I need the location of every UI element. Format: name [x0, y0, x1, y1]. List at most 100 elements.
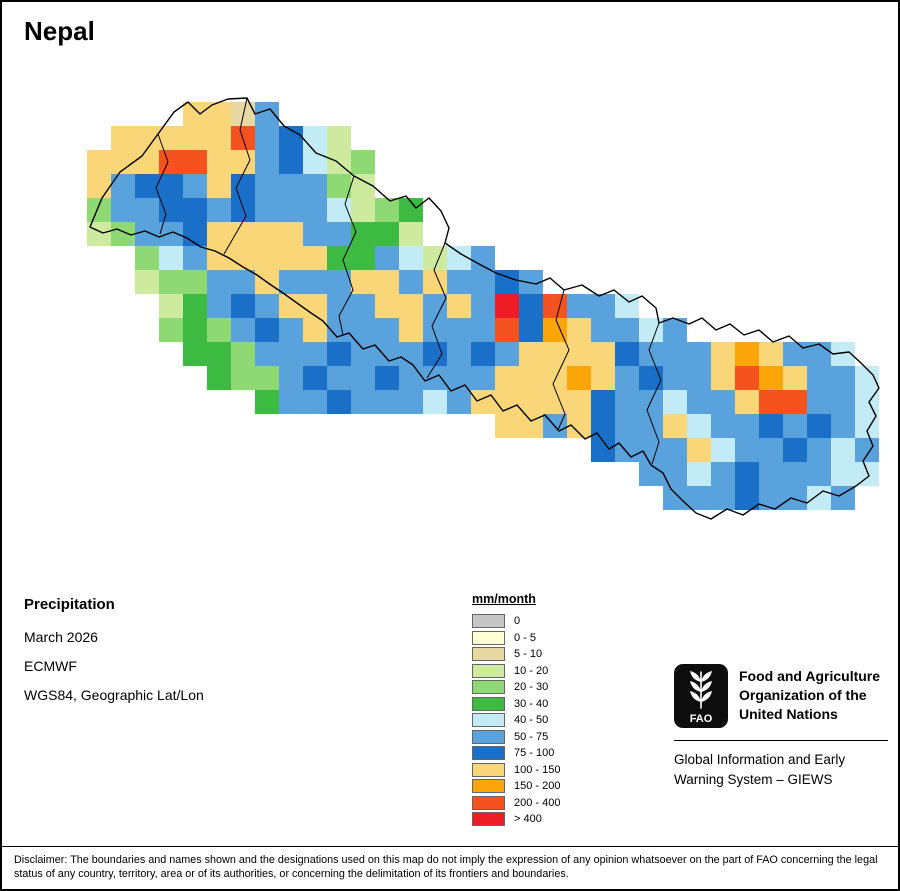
grid-cell — [231, 246, 255, 270]
grid-cell — [399, 342, 423, 366]
grid-cell — [423, 294, 447, 318]
projection: WGS84, Geographic Lat/Lon — [24, 687, 204, 703]
grid-cell — [567, 390, 591, 414]
grid-cell — [279, 366, 303, 390]
org-name-line: Food and Agriculture — [739, 668, 881, 684]
grid-cell — [471, 390, 495, 414]
grid-cell — [615, 366, 639, 390]
grid-cell — [375, 294, 399, 318]
grid-cell — [735, 414, 759, 438]
legend-swatch — [472, 762, 505, 777]
grid-cell — [303, 390, 327, 414]
legend-swatch — [472, 729, 505, 744]
grid-cell — [831, 462, 855, 486]
fao-logo: FAO — [674, 664, 728, 728]
grid-cell — [567, 294, 591, 318]
grid-cell — [375, 198, 399, 222]
legend-swatch — [472, 630, 505, 645]
grid-cell — [615, 342, 639, 366]
grid-cell — [303, 174, 327, 198]
grid-cell — [543, 318, 567, 342]
grid-cell — [255, 174, 279, 198]
grid-cell — [183, 294, 207, 318]
grid-cell — [543, 294, 567, 318]
grid-cell — [207, 174, 231, 198]
grid-cell — [231, 366, 255, 390]
grid-cell — [735, 390, 759, 414]
grid-cell — [255, 102, 279, 126]
legend-item: 100 - 150 — [472, 762, 560, 777]
grid-cell — [759, 462, 783, 486]
grid-cell — [279, 294, 303, 318]
grid-cell — [711, 366, 735, 390]
grid-cell — [495, 342, 519, 366]
legend-item: 20 - 30 — [472, 680, 560, 694]
grid-cell — [495, 414, 519, 438]
grid-cell — [687, 342, 711, 366]
grid-cell — [159, 246, 183, 270]
grid-cell — [735, 342, 759, 366]
grid-cell — [615, 414, 639, 438]
grid-cell — [783, 342, 807, 366]
grid-cell — [303, 366, 327, 390]
grid-cell — [231, 342, 255, 366]
grid-cell — [351, 366, 375, 390]
grid-cell — [207, 270, 231, 294]
legend-label: 50 - 75 — [514, 730, 549, 743]
grid-cell — [591, 390, 615, 414]
grid-cell — [183, 270, 207, 294]
grid-cell — [183, 126, 207, 150]
fao-logo-row: FAO Food and Agriculture Organization of… — [674, 664, 888, 728]
grid-cell — [687, 390, 711, 414]
grid-cell — [135, 150, 159, 174]
grid-cell — [807, 462, 831, 486]
grid-cell — [231, 126, 255, 150]
grid-cell — [327, 390, 351, 414]
grid-cell — [255, 294, 279, 318]
legend-label: 0 — [514, 615, 521, 627]
grid-cell — [519, 270, 543, 294]
grid-cell — [639, 342, 663, 366]
grid-cell — [327, 150, 351, 174]
grid-cell — [303, 222, 327, 246]
grid-cell — [87, 222, 111, 246]
grid-cell — [159, 318, 183, 342]
legend-swatch — [472, 812, 505, 826]
grid-cell — [783, 438, 807, 462]
grid-cell — [351, 294, 375, 318]
grid-cell — [375, 318, 399, 342]
grid-cell — [207, 150, 231, 174]
grid-cell — [351, 150, 375, 174]
grid-cell — [543, 390, 567, 414]
legend-item: 200 - 400 — [472, 795, 560, 810]
grid-cell — [687, 366, 711, 390]
grid-cell — [159, 198, 183, 222]
grid-cell — [255, 222, 279, 246]
legend-swatch — [472, 779, 505, 793]
grid-cell — [183, 342, 207, 366]
grid-cell — [471, 318, 495, 342]
grid-cell — [351, 222, 375, 246]
grid-cell — [303, 318, 327, 342]
grid-cell — [207, 294, 231, 318]
grid-cell — [639, 462, 663, 486]
grid-cell — [159, 270, 183, 294]
legend-item: 0 - 5 — [472, 630, 560, 645]
grid-cell — [495, 270, 519, 294]
grid-cell — [231, 174, 255, 198]
legend-swatch — [472, 696, 505, 711]
grid-cell — [783, 486, 807, 510]
grid-cell — [855, 462, 879, 486]
grid-cell — [399, 198, 423, 222]
grid-cell — [351, 270, 375, 294]
page-title: Nepal — [24, 16, 95, 46]
grid-cell — [135, 198, 159, 222]
org-name-line: United Nations — [739, 706, 838, 722]
grid-cell — [135, 222, 159, 246]
legend-label: 20 - 30 — [514, 681, 549, 693]
legend-title: mm/month — [472, 592, 536, 606]
grid-cell — [351, 246, 375, 270]
grid-cell — [615, 390, 639, 414]
grid-cell — [519, 294, 543, 318]
grid-cell — [183, 102, 207, 126]
